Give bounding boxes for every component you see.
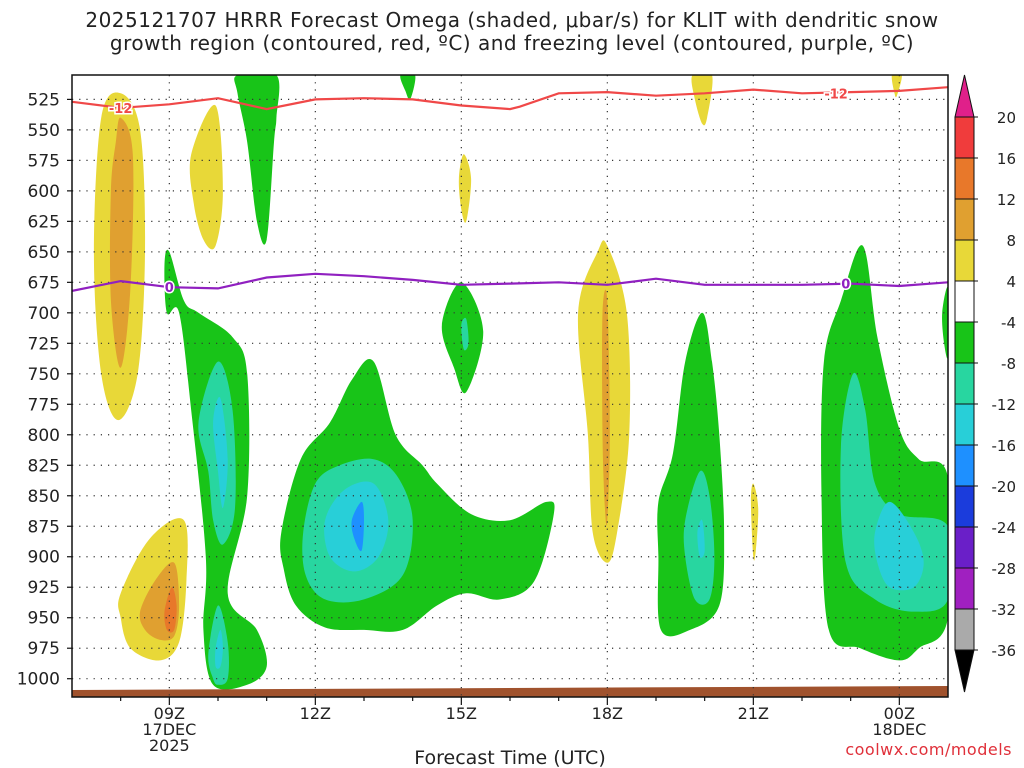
omega-region-2 [189, 104, 223, 250]
x-tick-label-15-0: 15Z [446, 704, 477, 723]
colorbar-label-6: -8 [1001, 355, 1016, 373]
omega-region-1 [109, 117, 134, 368]
contour-label-1-0: 0 [165, 281, 174, 296]
colorbar-label-3: 8 [1006, 232, 1016, 250]
y-tick-label-875: 875 [28, 517, 60, 537]
y-tick-label-925: 925 [28, 578, 60, 598]
ground-surface [72, 686, 948, 697]
colorbar-label-11: -28 [992, 560, 1017, 578]
omega-region-15 [164, 587, 177, 633]
x-tick-label-9-1: 17DEC [142, 720, 196, 739]
contour-label-0-0: -12 [109, 102, 133, 117]
colorbar: 20 16 12 8 4 -4 -8 -12 -16 -20 -24 -28 -32 -36 [954, 74, 1017, 693]
colorbar-label-10: -24 [992, 519, 1017, 537]
omega-region-9 [891, 75, 902, 98]
x-axis-label: Forecast Time (UTC) [414, 747, 605, 768]
y-tick-label-700: 700 [28, 304, 60, 324]
colorbar-label-7: -12 [992, 396, 1017, 414]
omega-region-31 [942, 287, 948, 359]
y-tick-label-600: 600 [28, 182, 60, 202]
y-tick-label-750: 750 [28, 365, 60, 385]
omega-shading [93, 75, 948, 690]
y-tick-label-650: 650 [28, 243, 60, 263]
credit-text: coolwx.com/models [845, 740, 1012, 759]
x-tick-label-18-0: 18Z [592, 704, 623, 723]
y-tick-label-550: 550 [28, 121, 60, 141]
colorbar-label-2: 12 [997, 191, 1016, 209]
chart-title-line-1: 2025121707 HRRR Forecast Omega (shaded, … [85, 8, 939, 32]
x-tick-label-21-0: 21Z [738, 704, 769, 723]
colorbar-bin-11 [954, 567, 975, 610]
omega-region-7 [461, 317, 469, 351]
omega-region-8 [691, 75, 713, 126]
contour-label-1-1: 0 [841, 278, 850, 293]
contour-line-0 [72, 86, 948, 111]
colorbar-bin-12 [954, 608, 975, 651]
omega-region-12 [750, 483, 759, 561]
contour-label-0-1: -12 [824, 87, 848, 102]
colorbar-bin-0 [954, 116, 975, 159]
y-axis-ticks: 525 550 575 600 625 650 675 700 725 750 775 800 825 8… [17, 90, 72, 690]
colorbar-bin-5 [954, 321, 975, 364]
y-tick-label-975: 975 [28, 639, 60, 659]
x-tick-label-24-1: 18DEC [872, 720, 926, 739]
y-tick-label-625: 625 [28, 212, 60, 232]
y-tick-label-900: 900 [28, 548, 60, 568]
omega-region-30 [874, 501, 924, 591]
colorbar-label-13: -36 [992, 642, 1017, 660]
colorbar-label-8: -16 [992, 437, 1017, 455]
omega-region-3 [234, 75, 280, 245]
colorbar-under-arrow [954, 649, 975, 693]
contour-line-1 [72, 272, 948, 292]
colorbar-bin-2 [954, 198, 975, 241]
omega-region-25 [657, 312, 725, 637]
y-tick-label-525: 525 [28, 90, 60, 110]
x-tick-label-9-0: 09Z [154, 704, 185, 723]
y-tick-label-775: 775 [28, 395, 60, 415]
y-tick-label-1000: 1000 [17, 670, 60, 690]
x-tick-label-9-2: 2025 [149, 736, 190, 755]
x-tick-label-12-0: 12Z [300, 704, 331, 723]
surface-band [72, 686, 948, 697]
colorbar-bin-6 [954, 362, 975, 405]
y-tick-label-575: 575 [28, 151, 60, 171]
colorbar-label-4: 4 [1006, 273, 1016, 291]
colorbar-bin-3 [954, 239, 975, 282]
colorbar-label-1: 16 [997, 150, 1016, 168]
colorbar-label-0: 20 [997, 109, 1016, 127]
contour-lines: -12 -12 0 0 [72, 86, 948, 298]
x-tick-label-24-0: 00Z [884, 704, 915, 723]
omega-region-27 [697, 519, 705, 558]
y-tick-label-725: 725 [28, 334, 60, 354]
colorbar-label-5: -4 [1001, 314, 1016, 332]
y-tick-label-800: 800 [28, 426, 60, 446]
chart-title-line-2: growth region (contoured, red, ºC) and f… [109, 31, 915, 55]
omega-region-18 [213, 396, 228, 509]
colorbar-bin-9 [954, 485, 975, 528]
colorbar-bin-4 [954, 280, 975, 323]
omega-region-20 [215, 629, 223, 669]
colorbar-over-arrow [954, 74, 975, 118]
colorbar-bin-8 [954, 444, 975, 487]
omega-region-4 [400, 75, 416, 100]
y-tick-label-950: 950 [28, 609, 60, 629]
y-tick-label-825: 825 [28, 456, 60, 476]
colorbar-bin-7 [954, 403, 975, 446]
colorbar-bin-1 [954, 157, 975, 200]
y-tick-label-675: 675 [28, 273, 60, 293]
y-tick-label-850: 850 [28, 487, 60, 507]
omega-region-24 [351, 501, 364, 552]
colorbar-label-9: -20 [992, 478, 1017, 496]
colorbar-bin-10 [954, 526, 975, 569]
omega-region-5 [458, 154, 472, 223]
colorbar-label-12: -32 [992, 601, 1017, 619]
